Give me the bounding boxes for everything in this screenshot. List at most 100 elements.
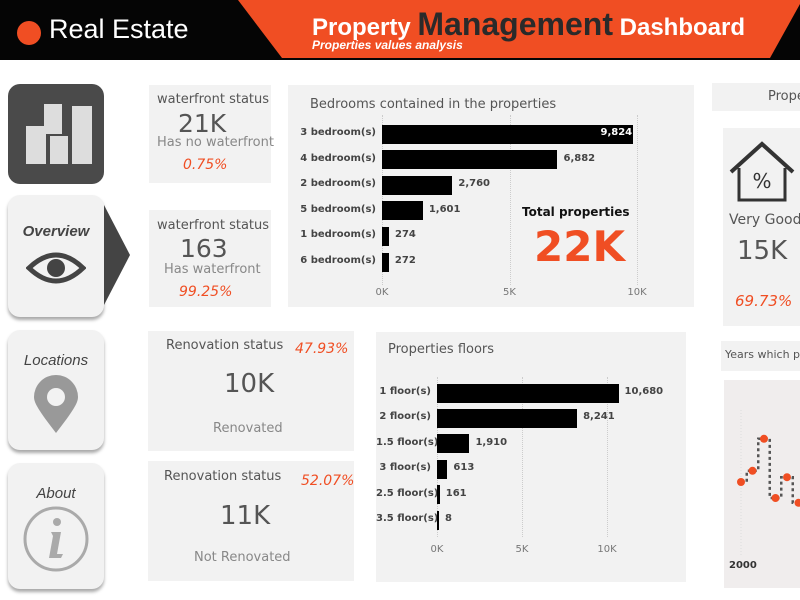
x-tick-label: 0K	[430, 544, 444, 555]
card-value: 21K	[178, 109, 227, 138]
bar	[382, 201, 423, 221]
card-label: Has waterfront	[164, 262, 261, 277]
bar-value-label: 9,824	[600, 127, 633, 138]
bar-category-label: 3 bedroom(s)	[300, 127, 376, 138]
gridline	[382, 115, 383, 285]
bar-value-label: 8	[445, 513, 452, 524]
page-title: Property Management Dashboard	[312, 6, 745, 43]
total-properties-label: Total properties	[522, 205, 630, 219]
bar-category-label: 1 bedroom(s)	[300, 229, 376, 241]
nav-label: About	[36, 485, 76, 502]
brand-name: Real Estate	[49, 14, 189, 44]
bedrooms-chart: Bedrooms contained in the properties Tot…	[288, 85, 694, 307]
bar-value-label: 161	[445, 487, 467, 499]
map-pin-icon	[34, 375, 78, 433]
bar	[437, 408, 578, 428]
bar-value-label: 10,680	[624, 386, 664, 397]
chart-title: Years which p	[725, 348, 800, 361]
condition-header: Prope	[712, 83, 800, 111]
bar-value-label: 274	[394, 229, 416, 241]
years-chart: 2000	[724, 380, 800, 588]
x-tick-label: 5K	[503, 287, 516, 298]
gridline	[437, 377, 438, 537]
years-chart-header: Years which p	[721, 341, 800, 371]
x-tick-label: 0K	[375, 287, 389, 298]
eye-icon	[25, 252, 87, 284]
nav-overview[interactable]: Overview	[8, 195, 104, 317]
bar-category-label: 3.5 floor(s)	[376, 513, 439, 524]
x-tick-label: 10K	[597, 544, 617, 555]
bar-value-label: 272	[394, 255, 416, 266]
nav-label: Overview	[22, 223, 90, 240]
bar-category-label: 2.5 floor(s)	[376, 487, 439, 499]
bar-category-label: 1.5 floor(s)	[376, 436, 439, 448]
bar	[437, 459, 448, 479]
title-part: Dashboard	[619, 14, 745, 41]
bar-value-label: 2,760	[458, 178, 491, 190]
renovation-card-renovated: Renovation status 47.93% 10K Renovated	[148, 331, 354, 451]
bar	[437, 434, 470, 454]
bar-category-label: 3 floor(s)	[379, 462, 431, 474]
data-point	[748, 466, 757, 475]
data-point	[737, 478, 745, 486]
card-value: 11K	[220, 501, 271, 531]
bar	[437, 485, 440, 505]
data-point	[771, 494, 780, 502]
chart-title: Properties floors	[388, 342, 495, 357]
card-pct: 0.75%	[183, 157, 228, 173]
bar-value-label: 6,882	[563, 152, 596, 164]
bar-category-label: 1 floor(s)	[379, 386, 431, 397]
bar	[382, 175, 453, 195]
bar	[437, 383, 619, 403]
buildings-logo-icon	[8, 84, 104, 184]
bar-category-label: 2 floor(s)	[379, 411, 431, 423]
card-value: 10K	[224, 369, 275, 399]
condition-pct: 69.73%	[735, 292, 793, 310]
title-part: Management	[417, 6, 613, 42]
info-icon	[23, 506, 89, 572]
card-label: Renovated	[213, 421, 283, 436]
condition-value: 15K	[737, 236, 788, 266]
condition-card: % Very Good 15K 69.73%	[723, 128, 800, 326]
bar	[437, 510, 439, 530]
bar-category-label: 5 bedroom(s)	[300, 203, 376, 215]
chart-title: Bedrooms contained in the properties	[310, 97, 557, 112]
x-tick-label: 5K	[515, 544, 529, 555]
data-point	[783, 473, 791, 482]
bar-value-label: 1,910	[475, 436, 508, 448]
bar	[382, 226, 389, 246]
page-subtitle: Properties values analysis	[312, 38, 463, 52]
bar-value-label: 8,241	[583, 411, 615, 423]
card-pct: 47.93%	[295, 341, 349, 357]
gridline	[522, 377, 523, 537]
gridline	[509, 115, 511, 285]
waterfront-card-no: waterfront status 21K Has no waterfront …	[149, 85, 274, 183]
card-title: waterfront status	[157, 218, 270, 233]
nav-locations[interactable]: Locations	[8, 330, 104, 450]
card-label: Not Renovated	[194, 550, 291, 565]
x-tick-label: 10K	[627, 287, 647, 298]
brand-logo-icon	[17, 21, 41, 45]
gridline	[607, 377, 608, 537]
bar	[382, 124, 633, 144]
condition-label: Very Good	[729, 212, 800, 228]
nav-about[interactable]: About	[8, 463, 104, 589]
bar-value-label: 613	[453, 462, 475, 474]
house-percent-icon: %	[729, 141, 795, 202]
bar-category-label: 2 bedroom(s)	[300, 178, 376, 190]
active-nav-arrow-icon	[104, 205, 130, 305]
gridline	[637, 115, 638, 285]
card-title: Renovation status	[166, 338, 284, 353]
bar	[382, 150, 558, 170]
years-line-chart	[737, 410, 800, 555]
data-point	[794, 498, 800, 507]
bar-category-label: 4 bedroom(s)	[300, 152, 376, 164]
card-value: 163	[180, 234, 228, 263]
data-point	[760, 434, 768, 443]
card-title: waterfront status	[157, 92, 270, 107]
header-accent	[238, 0, 800, 58]
svg-text:%: %	[752, 169, 771, 193]
card-label: Has no waterfront	[157, 135, 274, 150]
total-properties-value: 22K	[534, 222, 625, 271]
bar-value-label: 1,601	[428, 203, 461, 215]
